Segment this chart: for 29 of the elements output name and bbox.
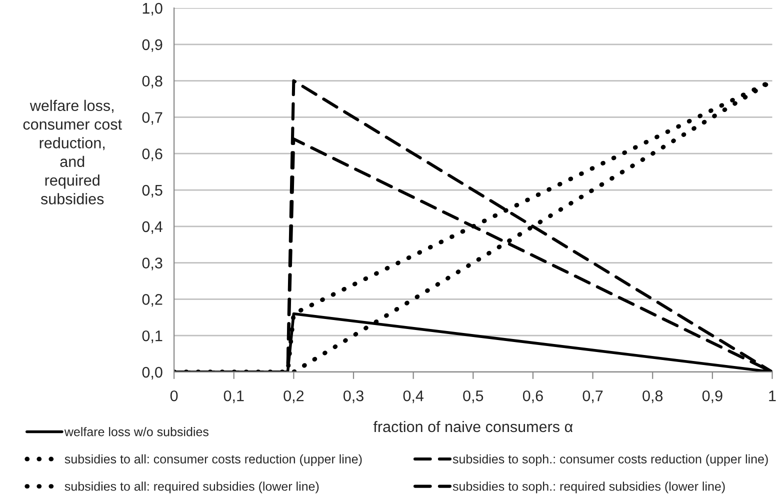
y-tick-label: 0,1	[142, 330, 162, 344]
y-tick-label: 0,3	[142, 258, 162, 270]
y-tick-label: 0,5	[142, 184, 162, 198]
x-tick-label: 0,9	[702, 390, 722, 404]
legend-label: welfare loss w/o subsidies	[64, 427, 208, 436]
y-tick-label: 1,0	[142, 2, 162, 16]
x-tick-label: 0,5	[463, 390, 484, 404]
legend-label: subsidies to all: consumer costs reduction (upper line)	[64, 454, 362, 466]
legend-label: subsidies to all: required subsidies (lower line)	[64, 482, 319, 494]
x-tick-label: 1	[769, 390, 776, 402]
x-tick-label: 0,7	[582, 390, 603, 404]
x-axis-title: fraction of naive consumers α	[373, 420, 573, 432]
y-tick-label: 0,8	[142, 76, 162, 88]
x-tick-label: 0	[170, 390, 178, 402]
y-tick-label: 0,4	[142, 221, 162, 234]
y-tick-label: 0,2	[142, 294, 162, 307]
x-tick-label: 0,6	[522, 390, 543, 404]
x-tick-label: 0,8	[642, 390, 663, 404]
x-tick-label: 0,4	[403, 390, 424, 404]
y-axis-title: welfare loss, consumer cost reduction, and required subsidies	[23, 100, 122, 204]
y-tick-label: 0,0	[142, 366, 162, 380]
x-tick-label: 0,1	[224, 390, 244, 404]
x-tick-label: 0,2	[284, 390, 304, 404]
y-tick-label: 0,7	[142, 112, 162, 125]
x-tick-label: 0,3	[343, 390, 364, 404]
legend-label: subsidies to soph.: required subsidies (lower line)	[452, 482, 725, 494]
legend-label: subsidies to soph.: consumer costs reduction (upper line)	[452, 454, 768, 466]
y-tick-label: 0,6	[142, 148, 162, 162]
y-tick-label: 0,9	[142, 39, 162, 52]
